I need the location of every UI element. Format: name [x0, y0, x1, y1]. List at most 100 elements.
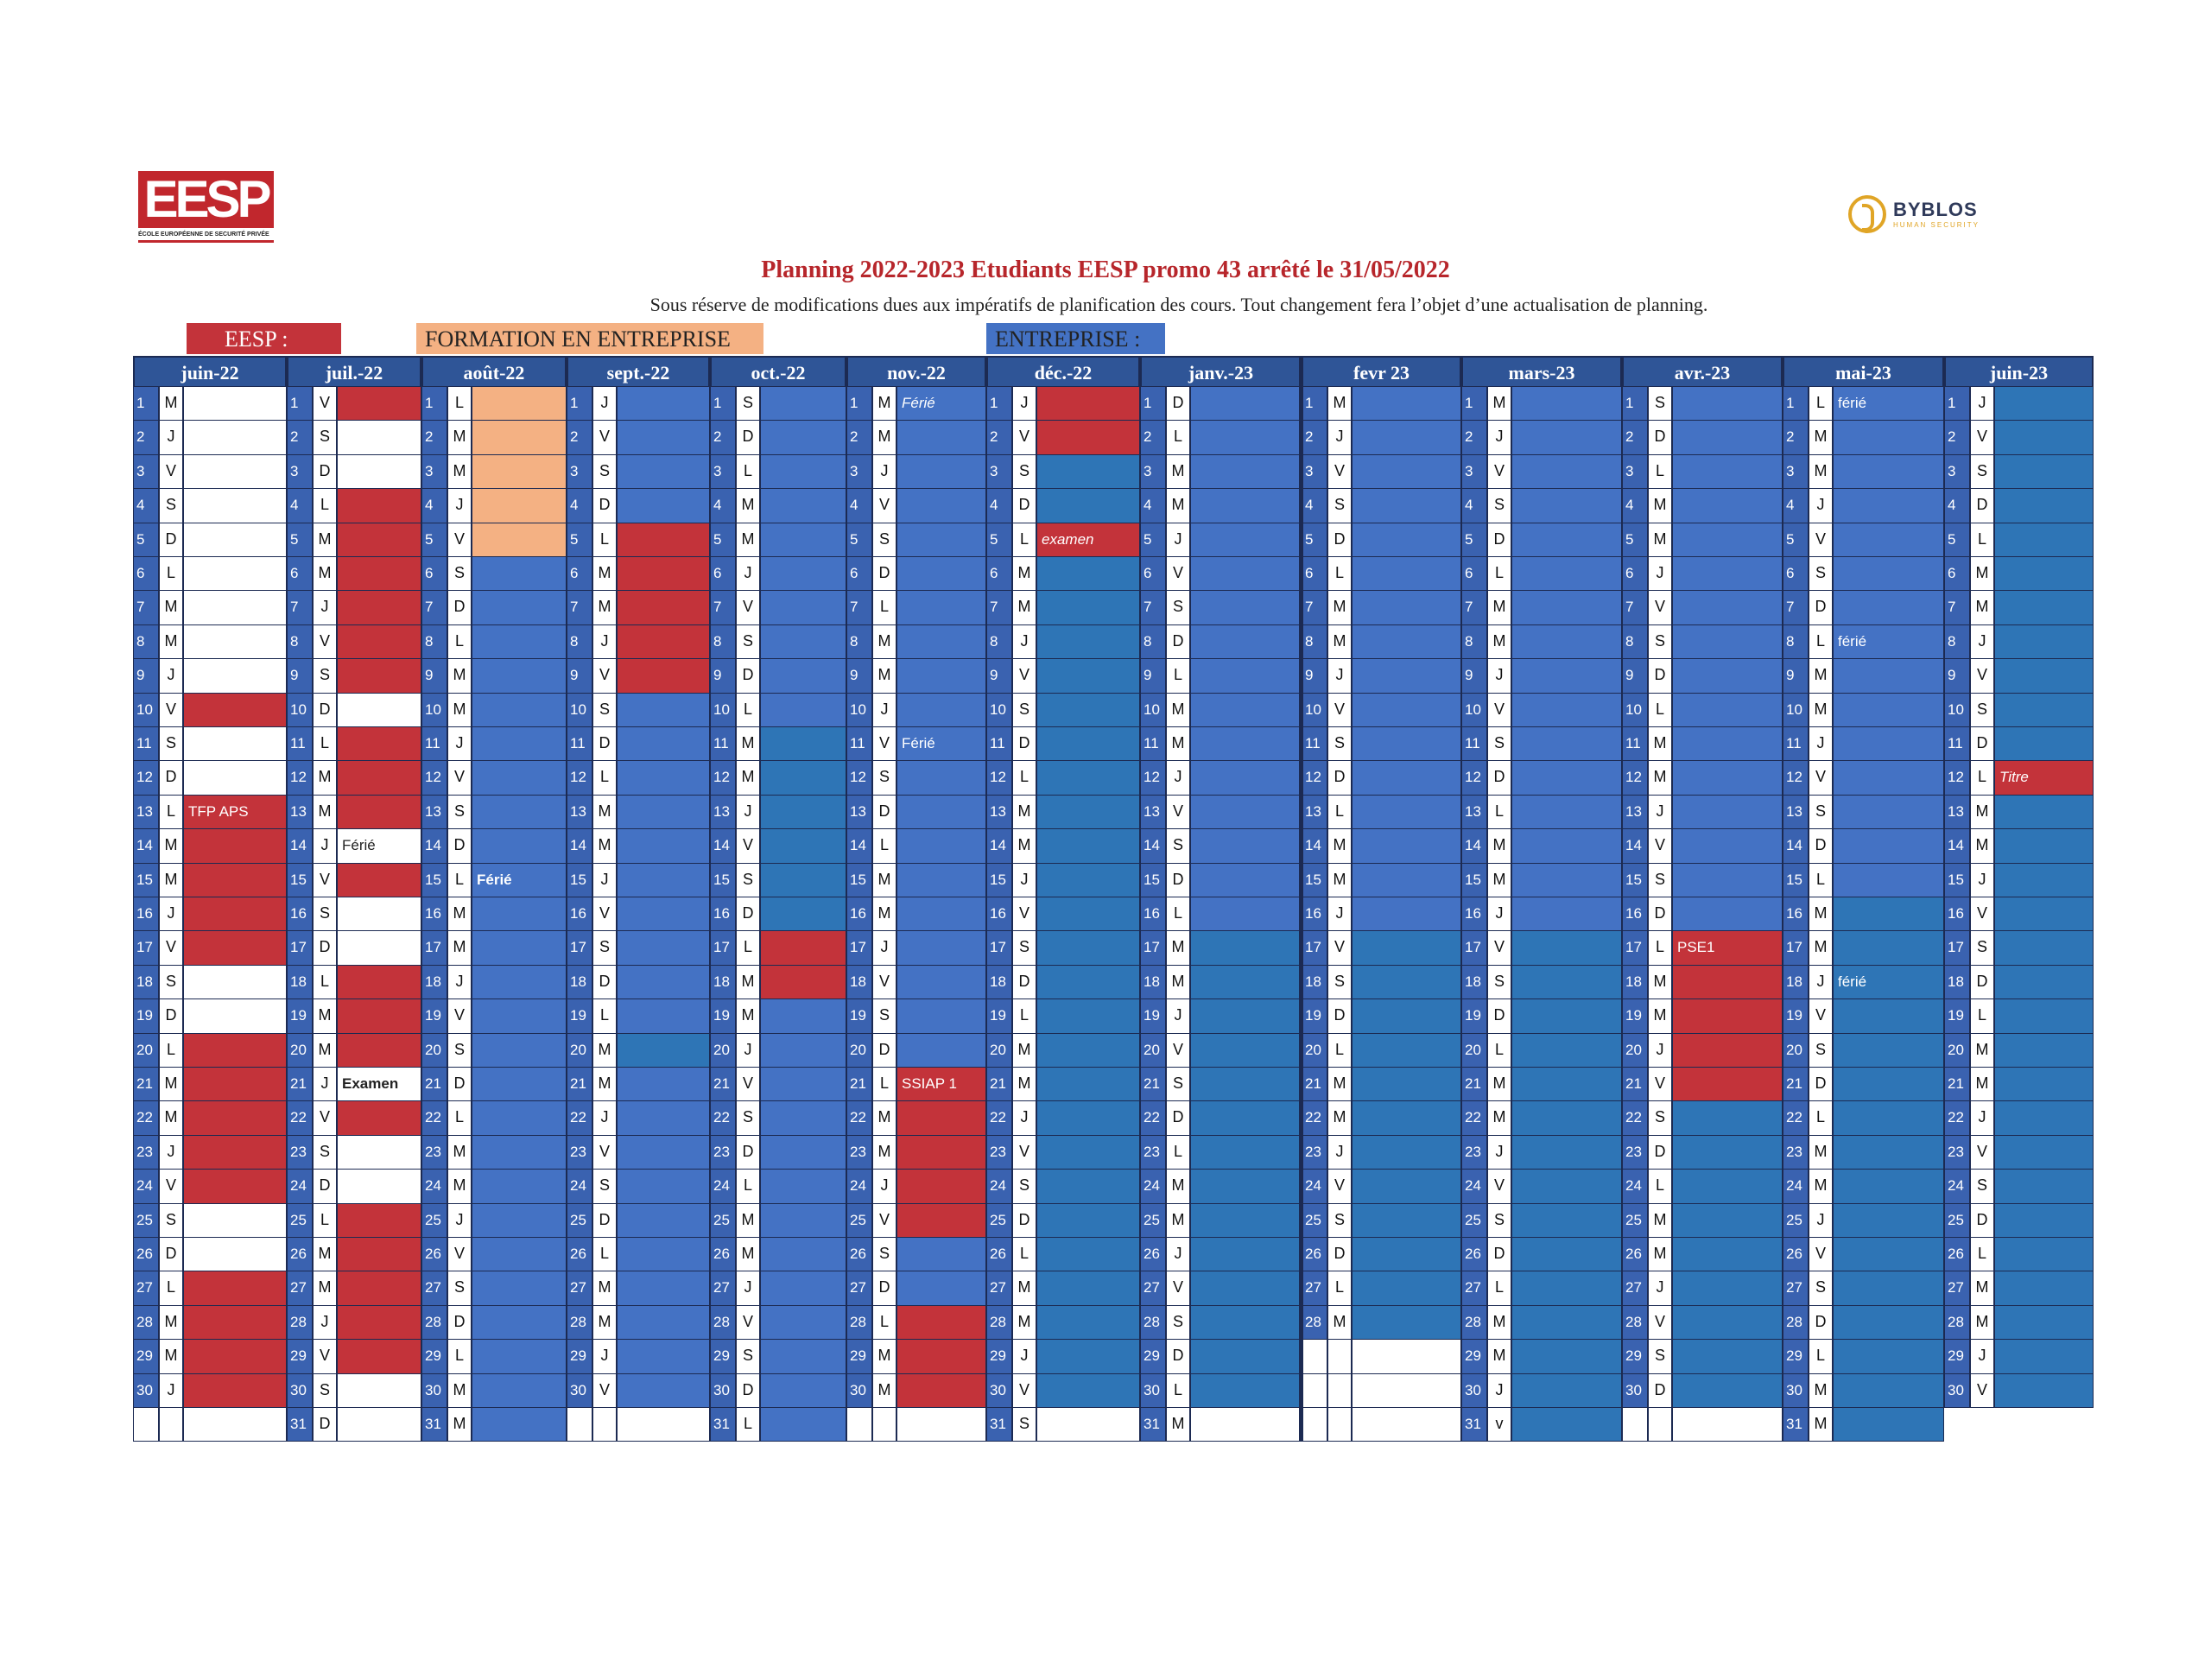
event-cell-annotated: Férié: [472, 862, 567, 897]
weekday-letter: S: [159, 964, 183, 1000]
event-cell: [1511, 1134, 1622, 1170]
weekday-letter: D: [872, 556, 896, 592]
weekday-letter: M: [447, 692, 472, 727]
weekday-letter: D: [313, 692, 337, 727]
weekday-letter: V: [592, 658, 617, 694]
weekday-letter: M: [592, 1067, 617, 1102]
day-number: 5: [1461, 522, 1487, 557]
event-cell: [1036, 1407, 1140, 1442]
day-number: 22: [1302, 1100, 1327, 1136]
weekday-letter: M: [1970, 828, 1994, 864]
weekday-letter: V: [1970, 658, 1994, 694]
event-cell: [1036, 590, 1140, 625]
day-number: 3: [846, 453, 872, 490]
day-number: 2: [986, 420, 1012, 455]
empty-event-cell: [1672, 1407, 1783, 1442]
day-number: 11: [1140, 726, 1166, 762]
weekday-letter: J: [447, 1202, 472, 1238]
weekday-letter: V: [1809, 760, 1833, 796]
event-cell: [617, 1169, 710, 1204]
event-cell: [1190, 828, 1302, 864]
weekday-letter: J: [1166, 998, 1190, 1034]
day-number: 15: [1140, 862, 1166, 897]
day-number: 4: [710, 488, 736, 523]
day-number: 17: [421, 930, 447, 966]
empty-weekday-cell: [1327, 1339, 1352, 1374]
day-number: 14: [1622, 828, 1648, 864]
day-number: 23: [1140, 1134, 1166, 1170]
event-cell: [760, 692, 846, 727]
weekday-letter: M: [447, 1373, 472, 1408]
day-number: 27: [1302, 1271, 1327, 1306]
event-cell: [1352, 930, 1461, 966]
day-number: 19: [1622, 998, 1648, 1034]
event-cell: [1352, 658, 1461, 694]
weekday-letter: M: [447, 1134, 472, 1170]
event-cell: [1672, 522, 1783, 557]
event-cell: [617, 930, 710, 966]
event-cell: [1672, 1169, 1783, 1204]
day-number: 20: [1140, 1032, 1166, 1068]
day-number: 6: [567, 556, 592, 592]
weekday-letter: M: [1166, 1169, 1190, 1204]
day-number: 27: [567, 1271, 592, 1306]
day-number: 28: [1461, 1304, 1487, 1341]
weekday-letter: V: [1012, 897, 1036, 932]
event-cell: [1672, 794, 1783, 830]
event-cell: [183, 1169, 287, 1204]
event-cell: [896, 1134, 986, 1170]
weekday-letter: V: [1327, 453, 1352, 490]
weekday-letter: D: [1166, 1100, 1190, 1136]
event-cell: [1036, 1134, 1140, 1170]
empty-event-cell: [1352, 1339, 1461, 1374]
day-number: 18: [421, 964, 447, 1000]
day-number: 8: [1622, 624, 1648, 660]
day-number: 20: [567, 1032, 592, 1068]
event-cell: [1511, 692, 1622, 727]
day-number: 26: [1461, 1237, 1487, 1272]
day-number: 6: [986, 556, 1012, 592]
weekday-letter: V: [1012, 658, 1036, 694]
weekday-letter: D: [1970, 964, 1994, 1000]
event-cell: [472, 386, 567, 422]
weekday-letter: L: [736, 930, 760, 966]
weekday-letter: M: [1487, 1304, 1511, 1341]
weekday-letter: S: [736, 624, 760, 660]
event-cell: [1672, 862, 1783, 897]
event-cell: [1352, 794, 1461, 830]
event-cell: [760, 760, 846, 796]
weekday-letter: D: [1648, 1134, 1672, 1170]
event-cell: [1833, 897, 1944, 932]
weekday-letter: M: [447, 897, 472, 932]
event-cell: [337, 1032, 421, 1068]
day-number: 16: [846, 897, 872, 932]
event-cell: [760, 1373, 846, 1408]
day-number: 19: [133, 998, 159, 1034]
weekday-letter: V: [1648, 590, 1672, 625]
event-cell: [1352, 386, 1461, 422]
day-number: 14: [567, 828, 592, 864]
day-number: 19: [1944, 998, 1970, 1034]
event-cell: [1190, 590, 1302, 625]
day-number: 29: [287, 1339, 313, 1374]
event-cell: [1036, 998, 1140, 1034]
day-number: 15: [1461, 862, 1487, 897]
day-number: 18: [567, 964, 592, 1000]
event-cell: [1352, 556, 1461, 592]
event-cell: [337, 386, 421, 422]
weekday-letter: V: [872, 964, 896, 1000]
weekday-letter: V: [1970, 897, 1994, 932]
weekday-letter: M: [592, 828, 617, 864]
event-cell: [1672, 726, 1783, 762]
weekday-letter: D: [159, 998, 183, 1034]
event-cell: [472, 1169, 567, 1204]
event-cell: [1511, 1169, 1622, 1204]
event-cell: [617, 897, 710, 932]
event-cell: [1190, 964, 1302, 1000]
event-cell: [1672, 692, 1783, 727]
weekday-letter: D: [1166, 386, 1190, 422]
empty-weekday-cell: [592, 1407, 617, 1442]
day-number: 17: [567, 930, 592, 966]
day-number: 9: [1140, 658, 1166, 694]
day-number: 6: [1944, 556, 1970, 592]
